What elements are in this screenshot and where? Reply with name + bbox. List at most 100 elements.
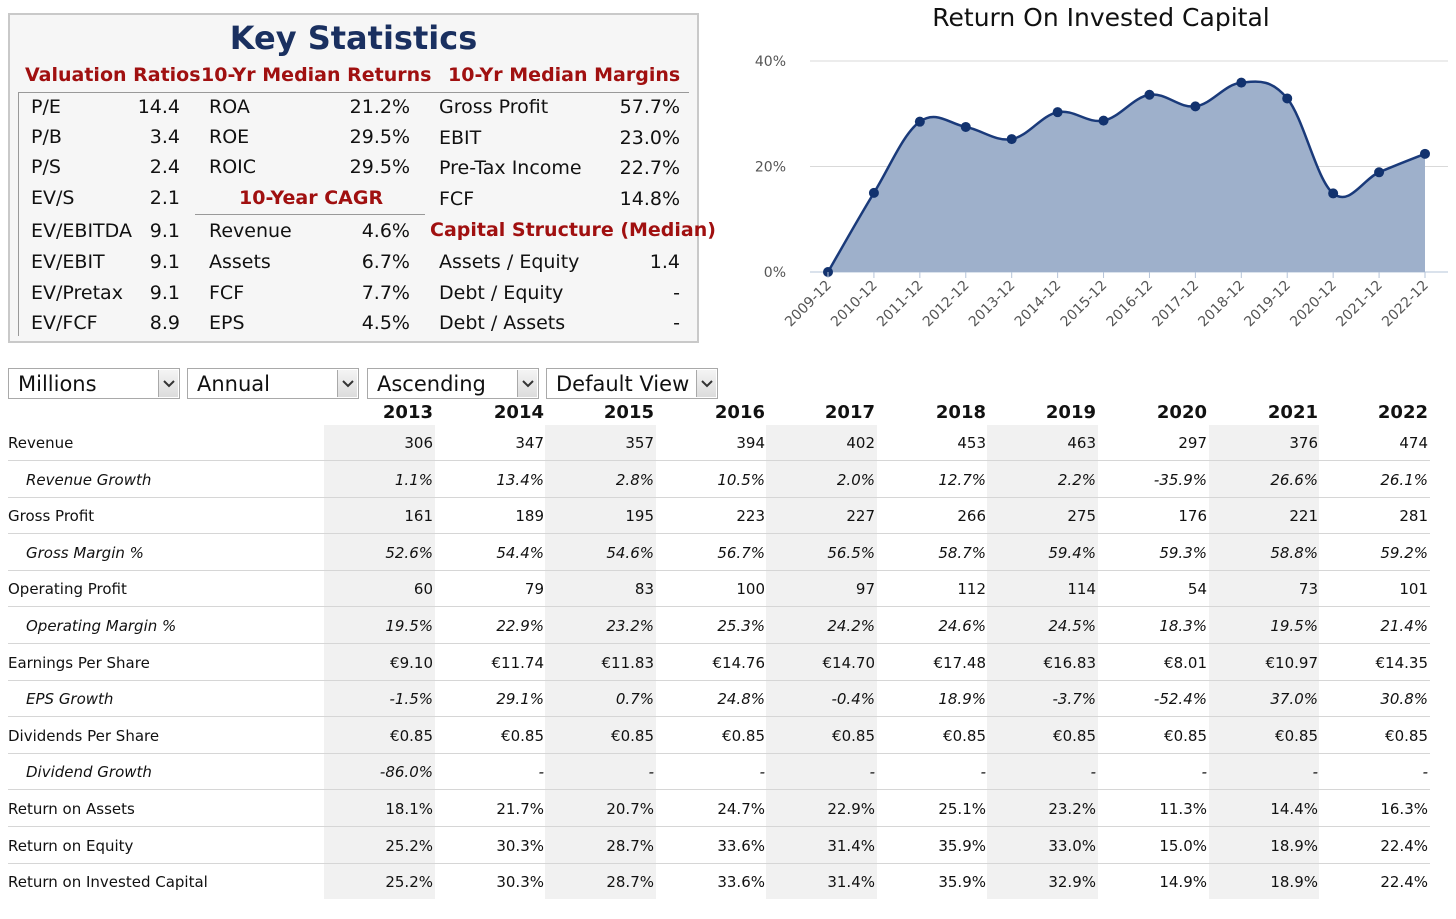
data-point[interactable] — [1144, 89, 1155, 100]
table-cell: €0.85 — [722, 726, 765, 745]
year-header: 2014 — [493, 402, 544, 423]
data-point[interactable] — [868, 187, 879, 198]
year-header: 2020 — [1156, 402, 1207, 423]
table-cell: 474 — [1399, 434, 1428, 452]
row-divider — [8, 533, 1430, 535]
table-cell: - — [1312, 763, 1318, 782]
table-cell: 306 — [404, 434, 433, 452]
data-point[interactable] — [1098, 115, 1109, 126]
data-point[interactable] — [1052, 107, 1063, 118]
table-cell: - — [980, 763, 986, 782]
table-cell: 28.7% — [606, 873, 654, 892]
data-point[interactable] — [914, 116, 925, 127]
table-cell: 1.1% — [394, 470, 433, 489]
table-cell: - — [538, 763, 544, 782]
chevron-down-icon[interactable] — [158, 370, 178, 397]
x-tick-label: 2016-12 — [1104, 278, 1157, 331]
table-cell: €0.85 — [611, 726, 654, 745]
row-divider — [8, 496, 1430, 498]
table-cell: €0.85 — [1275, 726, 1318, 745]
median-return-label: ROA — [209, 96, 250, 118]
units-select[interactable]: Millions — [8, 368, 180, 399]
x-tick-label: 2013-12 — [966, 278, 1019, 331]
table-cell: 161 — [404, 507, 433, 526]
x-tick-label: 2015-12 — [1058, 278, 1111, 331]
table-cell: €10.97 — [1265, 653, 1319, 672]
chevron-down-icon[interactable] — [337, 370, 357, 397]
table-cell: 54.6% — [606, 543, 654, 562]
chevron-down-icon[interactable] — [696, 370, 716, 397]
table-cell: 221 — [1289, 507, 1318, 526]
table-cell: 101 — [1399, 580, 1428, 599]
table-cell: 56.7% — [717, 543, 765, 562]
valuation-ratio-label: EV/S — [31, 187, 75, 209]
view-select[interactable]: Default View — [546, 368, 718, 399]
table-cell: €0.85 — [390, 726, 433, 745]
table-cell: 18.1% — [385, 800, 433, 818]
table-cell: - — [1090, 763, 1096, 782]
period-select-value: Annual — [197, 372, 270, 396]
period-select[interactable]: Annual — [187, 368, 359, 399]
x-tick-label: 2021-12 — [1333, 278, 1386, 331]
data-point[interactable] — [1282, 93, 1293, 104]
table-cell: - — [1201, 763, 1207, 782]
order-select-value: Ascending — [377, 372, 486, 396]
roic-chart: Return On Invested Capital 0% 20% 40% 2009… — [755, 3, 1448, 331]
row-divider — [8, 460, 1430, 461]
column-shading — [987, 425, 1098, 899]
table-cell: 21.4% — [1380, 617, 1428, 635]
table-cell: 275 — [1067, 507, 1096, 526]
table-cell: €0.85 — [832, 726, 875, 745]
table-cell: 54 — [1187, 580, 1207, 599]
data-point[interactable] — [1328, 188, 1339, 199]
data-point[interactable] — [1190, 101, 1201, 112]
column-shading — [766, 425, 877, 899]
table-cell: 59.2% — [1380, 543, 1428, 562]
data-point[interactable] — [960, 121, 971, 132]
table-cell: 2.0% — [836, 470, 875, 489]
order-select[interactable]: Ascending — [367, 368, 539, 399]
table-cell: €11.74 — [491, 653, 545, 672]
table-cell: -35.9% — [1153, 470, 1207, 489]
table-cell: 223 — [736, 507, 765, 526]
table-cell: 52.6% — [385, 543, 433, 562]
median-return-value: 21.2% — [349, 96, 410, 118]
median-return-value: 29.5% — [349, 156, 410, 178]
data-point[interactable] — [1420, 148, 1430, 159]
y-tick-label: 40% — [755, 54, 786, 70]
table-row-label: Return on Equity — [8, 836, 134, 855]
table-cell: 97 — [855, 580, 875, 599]
table-cell: 0.7% — [615, 690, 654, 709]
table-cell: 24.5% — [1048, 617, 1096, 635]
valuation-ratio-value: 8.9 — [149, 312, 180, 334]
median-margin-label: Pre-Tax Income — [439, 157, 582, 179]
data-point[interactable] — [1006, 134, 1017, 145]
table-cell: €0.85 — [1164, 726, 1207, 745]
table-cell: 22.4% — [1380, 873, 1428, 892]
table-cell: 33.6% — [717, 836, 765, 855]
cagr-value: 4.6% — [361, 220, 410, 242]
y-tick-label: 20% — [755, 160, 786, 176]
data-point[interactable] — [1236, 77, 1247, 88]
table-cell: -3.7% — [1052, 690, 1096, 709]
median-margin-label: FCF — [439, 187, 475, 210]
table-cell: €14.76 — [712, 653, 766, 672]
key-statistics-panel: Key Statistics Valuation Ratios 10-Yr Me… — [8, 13, 716, 343]
table-cell: 59.3% — [1159, 543, 1207, 562]
table-cell: 189 — [515, 507, 544, 526]
table-cell: 2.8% — [615, 470, 654, 489]
table-cell: €17.48 — [933, 653, 987, 672]
cagr-header: 10-Year CAGR — [239, 187, 384, 209]
data-point[interactable] — [1374, 167, 1385, 178]
table-cell: 112 — [957, 580, 986, 599]
year-header: 2018 — [935, 402, 986, 423]
table-row-label: Operating Margin % — [26, 617, 177, 635]
capital-structure-value: - — [673, 312, 680, 334]
chevron-down-icon[interactable] — [517, 370, 537, 397]
table-cell: 30.8% — [1380, 690, 1428, 709]
table-cell: 54.4% — [496, 543, 544, 562]
table-row-label: Gross Profit — [8, 507, 95, 526]
table-cell: 22.9% — [496, 617, 544, 635]
table-cell: 20.7% — [606, 800, 654, 818]
